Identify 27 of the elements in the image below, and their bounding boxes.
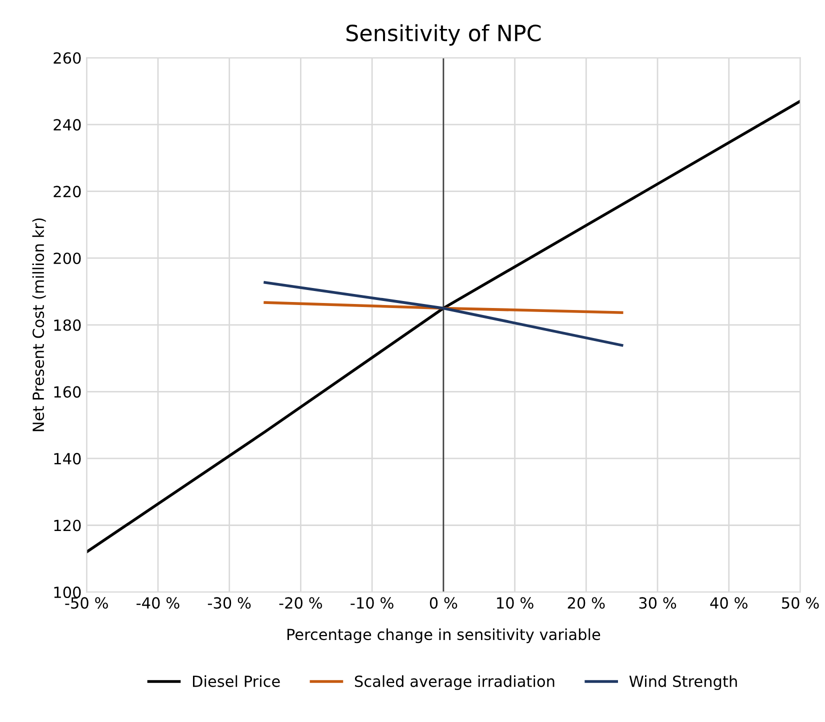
x-tick-label: 0 % <box>430 597 458 609</box>
chart-title: Sensitivity of NPC <box>346 24 541 46</box>
legend-label: Wind Strength <box>629 675 737 690</box>
x-tick-label: -20 % <box>279 597 322 609</box>
x-tick-label: -40 % <box>136 597 180 609</box>
y-tick-label: 220 <box>54 186 81 198</box>
x-tick-label: 20 % <box>568 597 605 609</box>
legend-label: Diesel Price <box>192 675 280 688</box>
line-series <box>86 100 800 554</box>
x-tick-label: 10 % <box>497 597 534 609</box>
y-tick-label: 180 <box>54 319 81 331</box>
y-tick-label: 160 <box>54 386 81 398</box>
x-tick-label: -30 % <box>208 597 251 609</box>
y-axis-title: Net Present Cost (million kr) <box>32 218 46 432</box>
x-tick-label: 30 % <box>639 597 676 609</box>
x-tick-label: -10 % <box>350 597 394 609</box>
y-tick-label: 120 <box>54 520 81 532</box>
x-axis-title: Percentage change in sensitivity variable <box>287 628 600 644</box>
x-tick-label: 50 % <box>782 597 819 609</box>
y-tick-label: 100 <box>54 586 81 598</box>
y-tick-label: 240 <box>54 119 81 131</box>
legend-label: Scaled average irradiation <box>354 675 554 690</box>
x-tick-label: -50 % <box>65 597 108 609</box>
x-tick-label: 40 % <box>710 597 748 609</box>
y-tick-label: 260 <box>54 52 81 64</box>
y-tick-label: 200 <box>54 252 81 264</box>
y-tick-label: 140 <box>54 452 81 464</box>
